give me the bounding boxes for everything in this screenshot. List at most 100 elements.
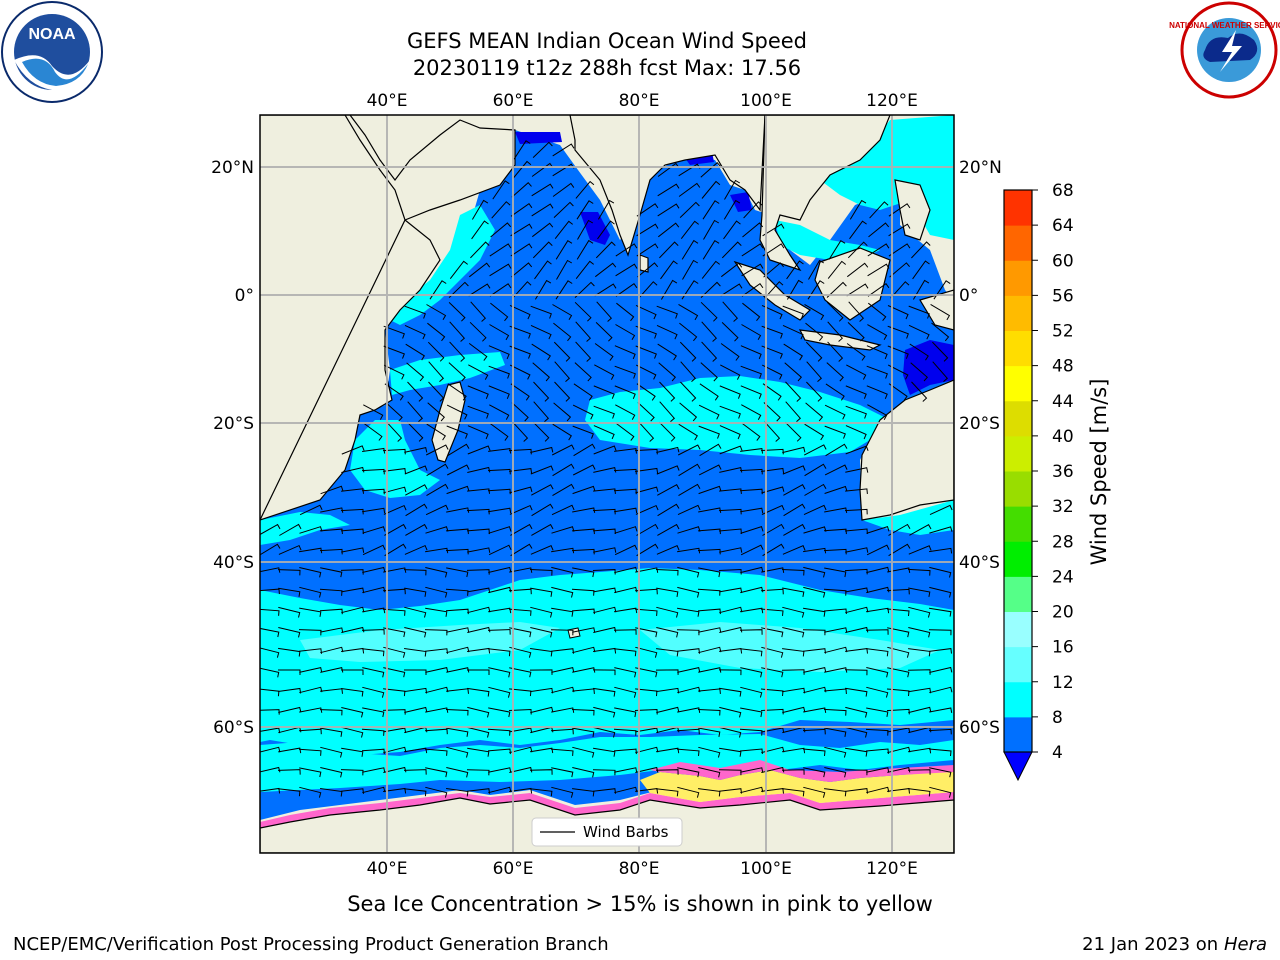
wind-barb <box>656 747 680 754</box>
wind-barb <box>636 203 659 217</box>
wind-barb <box>446 767 469 778</box>
wind-barb <box>740 786 764 794</box>
wind-barb <box>845 467 869 473</box>
wind-barb <box>761 486 785 494</box>
wind-barb <box>593 706 616 718</box>
wind-barb <box>762 543 785 557</box>
colorbar-tick-label: 56 <box>1052 286 1074 306</box>
wind-barb <box>679 402 698 422</box>
wind-barb <box>510 243 533 257</box>
wind-barb <box>468 283 491 297</box>
ocean-wind-8-12 <box>862 500 954 535</box>
wind-barb <box>700 281 721 298</box>
wind-barb <box>513 140 531 160</box>
wind-barb <box>845 606 869 614</box>
wind-barb <box>929 648 952 654</box>
wind-barb <box>740 448 763 454</box>
wind-barb <box>319 548 343 555</box>
wind-barb <box>845 706 868 718</box>
wind-barb <box>551 607 574 617</box>
wind-barb <box>658 421 676 442</box>
wind-barb <box>509 727 533 734</box>
wind-barb <box>555 240 573 260</box>
legend-label: Wind Barbs <box>583 823 669 841</box>
wind-barb <box>571 548 595 555</box>
wind-barb <box>362 507 386 514</box>
wind-barb <box>826 362 844 382</box>
wind-barb <box>530 747 554 754</box>
wind-barb <box>530 305 552 319</box>
wind-barb <box>509 304 531 320</box>
wind-barb <box>677 504 701 516</box>
wind-barb <box>678 483 701 497</box>
wind-barb <box>912 260 930 280</box>
wind-barb <box>889 262 910 278</box>
wind-barb <box>827 321 844 342</box>
wind-barb <box>299 526 323 534</box>
wind-barb <box>678 423 698 441</box>
wind-barb <box>551 444 575 456</box>
wind-barb <box>867 243 890 257</box>
wind-barb <box>908 706 932 714</box>
wind-barb <box>657 523 680 536</box>
wind-barb <box>572 727 595 737</box>
footer-date-prefix: 21 Jan 2023 on <box>1082 934 1224 955</box>
colorbar-tick-label: 52 <box>1052 322 1074 342</box>
wind-barb <box>508 588 532 595</box>
land <box>569 115 766 257</box>
wind-barb <box>509 667 532 678</box>
ocean-wind-8-12 <box>350 420 440 498</box>
wind-barb <box>467 706 490 718</box>
wind-barb <box>740 686 763 698</box>
wind-barb <box>487 468 511 475</box>
wind-barb <box>614 566 638 574</box>
wind-barb <box>636 243 659 257</box>
wind-barb <box>446 746 469 758</box>
wind-barb <box>908 747 932 754</box>
wind-barb <box>824 485 848 494</box>
wind-barb <box>531 203 554 217</box>
wind-barb <box>532 421 550 442</box>
wind-barb <box>656 545 680 555</box>
wind-barb <box>488 786 512 794</box>
wind-barb <box>575 321 592 342</box>
wind-barb <box>783 343 803 361</box>
wind-barb <box>448 362 466 382</box>
wind-barb <box>488 648 511 657</box>
wind-barb <box>260 588 280 595</box>
wind-barb <box>782 687 806 694</box>
wind-barb <box>824 667 848 673</box>
wind-barb <box>782 706 806 714</box>
wind-barb <box>659 401 676 422</box>
wind-barb <box>529 569 553 576</box>
wind-barb <box>551 526 575 534</box>
wind-barb <box>571 709 595 716</box>
wind-barb <box>468 262 491 278</box>
wind-barb <box>805 322 824 342</box>
wind-barb <box>278 627 301 638</box>
wind-barb <box>867 404 888 420</box>
colorbar-tick-label: 40 <box>1052 427 1074 447</box>
wind-barb <box>931 322 950 342</box>
wind-barb <box>866 345 888 360</box>
wind-barb <box>593 606 617 614</box>
wind-barb <box>823 548 847 555</box>
wind-barb <box>699 443 722 457</box>
wind-barb <box>531 484 554 496</box>
wind-barb <box>319 528 343 535</box>
wind-barb <box>866 648 889 657</box>
wind-barb <box>361 468 385 475</box>
noaa-logo-text: NOAA <box>28 26 76 43</box>
wind-barb <box>808 259 825 280</box>
wind-barb <box>572 627 596 633</box>
wind-barb <box>806 381 823 402</box>
wind-barb <box>677 566 700 578</box>
wind-barb <box>719 747 742 757</box>
wind-barb <box>888 203 911 217</box>
wind-barb <box>471 199 489 220</box>
wind-barb <box>467 747 490 757</box>
chart-title: GEFS MEAN Indian Ocean Wind Speed <box>407 29 807 53</box>
wind-barb <box>260 667 280 678</box>
wind-barb <box>299 667 323 673</box>
